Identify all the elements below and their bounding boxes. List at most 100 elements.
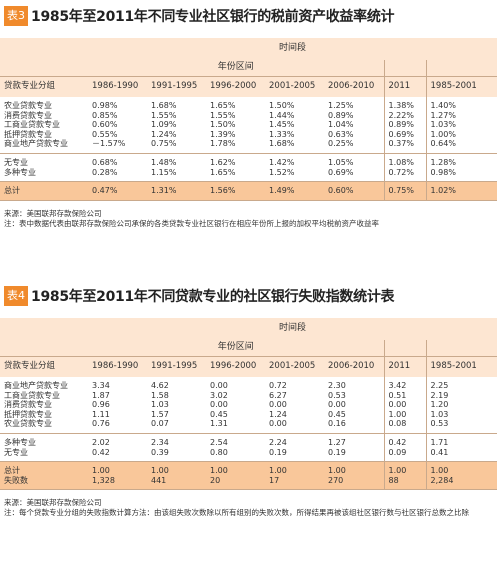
- value-cell: 1.40%: [425, 97, 497, 111]
- value-cell: 1.55%: [210, 110, 236, 120]
- value-cell: 0.63%: [328, 129, 354, 139]
- data-row: 多种专业 2.02 2.34 2.54 2.24 1.27 0.42 1.71: [0, 433, 497, 448]
- data-row: 失败数 1,328 441 20 17 270 88 2,284: [0, 475, 497, 491]
- table-section: 表4 1985年至2011年不同贷款专业的社区银行失败指数统计表时间段 年份区间 贷款…: [0, 284, 497, 518]
- value-cell: 1.39%: [210, 129, 236, 139]
- table-section: 表3 1985年至2011年不同专业社区银行的税前资产收益率统计时间段 年份区间 贷款…: [0, 4, 497, 229]
- value-cell: 0.69%: [324, 167, 384, 183]
- group-header: 贷款专业分组: [0, 356, 88, 377]
- column-header: 1991-1995: [147, 356, 206, 377]
- value-cell: 1.57: [151, 409, 169, 419]
- value-cell: 2.30: [328, 381, 346, 390]
- data-row: 消费贷款专业 0.96 1.03 0.00 0.00 0.00 0.00 1.20: [0, 400, 497, 410]
- value-cell: 0.00: [328, 400, 346, 410]
- header-row: 年份区间: [0, 340, 497, 357]
- value-cell: 0.42: [88, 447, 147, 463]
- header-blank: [0, 60, 88, 77]
- value-cell: 0.69%: [383, 129, 426, 140]
- value-cell: 0.96: [92, 400, 110, 410]
- data-row: 总计 0.47% 1.31% 1.56% 1.49% 0.60% 0.75% 1.02%: [0, 181, 497, 201]
- column-header: 2006-2010: [324, 356, 384, 377]
- header-blank: [383, 340, 426, 357]
- value-cell: 0.08: [383, 419, 426, 434]
- period-header: 时间段: [88, 318, 497, 340]
- value-cell: 1.24%: [151, 129, 177, 139]
- value-cell: 0.68%: [92, 157, 118, 167]
- value-cell: 1.25%: [328, 101, 354, 110]
- header-row: 时间段: [0, 38, 497, 60]
- value-cell: 0.64%: [425, 139, 497, 154]
- value-cell: 1.00: [383, 461, 426, 476]
- value-cell: 0.89%: [383, 120, 426, 130]
- value-cell: 0.25%: [324, 139, 384, 154]
- column-header: 1986-1990: [88, 76, 147, 97]
- value-cell: 0.00: [210, 400, 228, 410]
- value-cell: 1.00: [206, 461, 265, 476]
- value-cell: 1.87: [92, 390, 110, 400]
- value-cell: 1.42%: [269, 157, 295, 167]
- header-blank: [383, 60, 426, 77]
- row-label: 消费贷款专业: [4, 110, 52, 120]
- value-cell: 1.31: [206, 419, 265, 434]
- period-header: 时间段: [88, 38, 497, 60]
- row-label: 无专业: [0, 447, 88, 463]
- row-label: 抵押贷款专业: [4, 409, 52, 419]
- value-cell: 2.25: [425, 377, 497, 391]
- row-label: 抵押贷款专业: [4, 129, 52, 139]
- header-row: 年份区间: [0, 60, 497, 77]
- header-blank: [425, 60, 497, 77]
- column-header: 1985-2001: [425, 356, 497, 377]
- data-row: 抵押贷款专业 1.11 1.57 0.45 1.24 0.45 1.00 1.03: [0, 409, 497, 420]
- note: 来源：美国联邦存款保险公司: [4, 498, 102, 508]
- value-cell: 1.27: [328, 437, 346, 447]
- value-cell: 1.49%: [265, 181, 324, 201]
- note: 注：每个贷款专业分组的失败指数计算方法：由该组失败次数除以所有组别的失败次数，所…: [4, 508, 469, 518]
- value-cell: 0.72: [269, 381, 287, 390]
- value-cell: －1.57%: [88, 139, 147, 154]
- value-cell: 0.28%: [88, 167, 147, 183]
- value-cell: 3.02: [210, 390, 228, 400]
- value-cell: 1.50%: [269, 101, 295, 110]
- title-row: 表3 1985年至2011年不同专业社区银行的税前资产收益率统计: [4, 4, 497, 28]
- value-cell: 3.42: [383, 377, 426, 391]
- value-cell: 1.52%: [265, 167, 324, 183]
- value-cell: 0.00: [265, 419, 324, 434]
- value-cell: 1.55%: [151, 110, 177, 120]
- title-row: 表4 1985年至2011年不同贷款专业的社区银行失败指数统计表: [4, 284, 497, 308]
- value-cell: 0.75%: [383, 181, 426, 201]
- value-cell: 0.16: [324, 419, 384, 434]
- value-cell: 1.04%: [328, 120, 354, 130]
- value-cell: 0.98%: [425, 167, 497, 183]
- group-header: 贷款专业分组: [0, 76, 88, 97]
- value-cell: 0.51: [383, 390, 426, 401]
- table-title: 1985年至2011年不同贷款专业的社区银行失败指数统计表: [31, 289, 395, 305]
- data-row: 无专业 0.42 0.39 0.80 0.19 0.19 0.09 0.41: [0, 447, 497, 463]
- value-cell: 2.54: [210, 437, 228, 447]
- value-cell: 0.60%: [92, 120, 118, 130]
- column-header: 1996-2000: [206, 356, 265, 377]
- value-cell: 1.65%: [210, 101, 236, 110]
- header-row: 贷款专业分组 1986-1990 1991-1995 1996-2000 2001-20…: [0, 356, 497, 377]
- value-cell: 0.00: [210, 381, 228, 390]
- column-header: 2011: [383, 76, 426, 97]
- value-cell: 0.45: [328, 409, 346, 419]
- value-cell: 270: [324, 475, 384, 491]
- value-cell: 0.85%: [92, 110, 118, 120]
- value-cell: 1.33%: [269, 129, 295, 139]
- row-label: 失败数: [0, 475, 88, 491]
- value-cell: 1.58: [151, 390, 169, 400]
- data-row: 多种专业 0.28% 1.15% 1.65% 1.52% 0.69% 0.72% 0.98%: [0, 167, 497, 183]
- value-cell: 1.24: [269, 409, 287, 419]
- header-blank: [0, 38, 88, 60]
- value-cell: 1.68%: [265, 139, 324, 154]
- value-cell: 0.41: [425, 447, 497, 463]
- value-cell: 0.60%: [324, 181, 384, 201]
- value-cell: 1.00: [324, 461, 384, 476]
- value-cell: 2.02: [92, 437, 110, 447]
- note: 注：表中数据代表由联邦存款保险公司承保的各类贷款专业社区银行在相应年份所上报的加…: [4, 218, 379, 228]
- value-cell: 0.76: [88, 419, 147, 434]
- value-cell: 1.56%: [206, 181, 265, 201]
- value-cell: 1.02%: [425, 181, 497, 201]
- value-cell: 1.00%: [425, 129, 497, 140]
- row-label: 商业地产贷款专业: [4, 381, 68, 390]
